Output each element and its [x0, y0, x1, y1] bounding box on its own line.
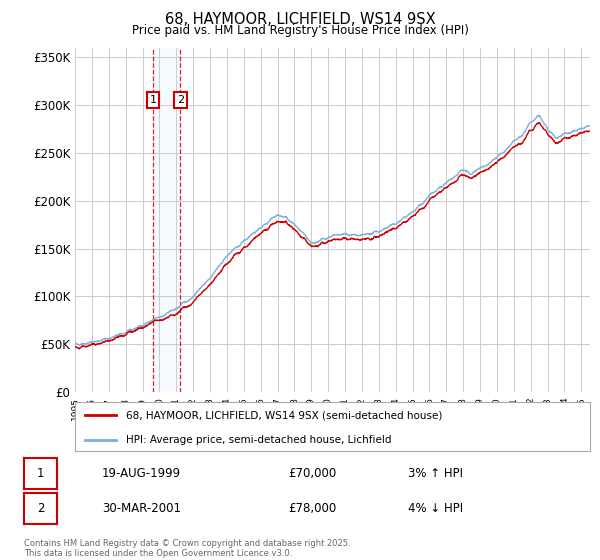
Text: 4% ↓ HPI: 4% ↓ HPI	[408, 502, 463, 515]
Text: 3% ↑ HPI: 3% ↑ HPI	[408, 466, 463, 480]
Text: £78,000: £78,000	[288, 502, 336, 515]
Text: 30-MAR-2001: 30-MAR-2001	[102, 502, 181, 515]
Text: £70,000: £70,000	[288, 466, 336, 480]
Text: Contains HM Land Registry data © Crown copyright and database right 2025.
This d: Contains HM Land Registry data © Crown c…	[24, 539, 350, 558]
Text: 2: 2	[37, 502, 44, 515]
Text: HPI: Average price, semi-detached house, Lichfield: HPI: Average price, semi-detached house,…	[127, 435, 392, 445]
Text: 68, HAYMOOR, LICHFIELD, WS14 9SX (semi-detached house): 68, HAYMOOR, LICHFIELD, WS14 9SX (semi-d…	[127, 410, 443, 421]
Text: 68, HAYMOOR, LICHFIELD, WS14 9SX: 68, HAYMOOR, LICHFIELD, WS14 9SX	[164, 12, 436, 27]
Text: Price paid vs. HM Land Registry's House Price Index (HPI): Price paid vs. HM Land Registry's House …	[131, 24, 469, 36]
Text: 1: 1	[149, 95, 157, 105]
Text: 19-AUG-1999: 19-AUG-1999	[102, 466, 181, 480]
Text: 2: 2	[177, 95, 184, 105]
Text: 1: 1	[37, 467, 44, 480]
Bar	[153, 48, 181, 392]
